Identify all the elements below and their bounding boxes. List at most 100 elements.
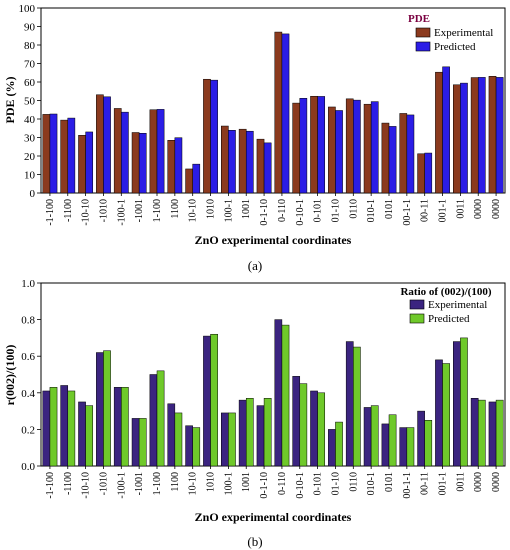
panel-label: (b) (247, 534, 262, 549)
x-tick-label: -100-1 (116, 472, 127, 499)
bar-experimental (149, 374, 158, 467)
x-tick-label: 0110 (348, 199, 359, 219)
bar-predicted (210, 333, 218, 467)
bar-experimental (292, 102, 301, 194)
bar-experimental (345, 98, 354, 194)
bar-predicted (460, 337, 468, 467)
bar-predicted (228, 412, 236, 467)
bar-experimental (328, 106, 336, 194)
legend-swatch-predicted (409, 313, 425, 324)
x-tick-label: 0-1-10 (259, 199, 270, 226)
bar-predicted (442, 363, 450, 467)
x-tick-label: 0-110 (277, 472, 288, 495)
bar-experimental (417, 153, 425, 194)
bar-experimental (60, 385, 69, 467)
bar-predicted (281, 324, 290, 467)
bar-predicted (388, 126, 397, 194)
x-tick-label: 0-10-1 (295, 199, 306, 226)
bar-predicted (495, 399, 504, 467)
x-tick-label: 0-10-1 (295, 472, 306, 499)
bar-predicted (460, 82, 468, 194)
x-tick-label: 0000 (473, 199, 484, 219)
bar-experimental (167, 403, 176, 467)
bar-experimental (381, 122, 390, 194)
x-tick-label: 001-1 (438, 472, 449, 495)
y-axis-label: r(002)/(100) (3, 345, 17, 406)
x-tick-group: -1-100 -1100 -10-10 -1010 -100-1 -1001 1-100 11… (45, 193, 502, 226)
bar-experimental (78, 401, 86, 467)
y-tick-label: 0.8 (21, 315, 35, 327)
bar-predicted (103, 96, 111, 194)
bar-predicted (156, 370, 165, 467)
legend-label-experimental: Experimental (428, 299, 487, 311)
bar-predicted (138, 418, 147, 467)
bar-experimental (435, 71, 443, 194)
legend-title: Ratio of (002)/(100) (400, 286, 491, 298)
x-tick-label: 0000 (491, 199, 502, 219)
bar-predicted (156, 109, 165, 194)
y-tick-group: 0.0 0.2 0.4 0.6 0.8 1.0 (21, 278, 41, 473)
x-tick-label: 1-100 (152, 472, 163, 495)
bar-predicted (477, 77, 486, 194)
x-tick-label: 01-10 (330, 199, 341, 222)
y-tick-label: 30 (24, 133, 36, 145)
bar-predicted (85, 131, 94, 194)
bar-experimental (238, 128, 247, 194)
bar-experimental (42, 390, 51, 467)
bar-experimental (363, 407, 372, 467)
y-tick-label: 0.6 (21, 351, 35, 363)
bar-experimental (488, 76, 497, 194)
bar-predicted (138, 133, 147, 194)
bar-predicted (353, 346, 361, 467)
bar-experimental (78, 135, 86, 194)
panel-label: (a) (248, 258, 262, 273)
bar-experimental (113, 387, 122, 467)
x-tick-label: 0-101 (313, 199, 324, 222)
x-tick-label: 1100 (170, 199, 181, 219)
y-tick-label: 80 (24, 40, 36, 52)
x-tick-label: -10-10 (81, 199, 92, 226)
bar-predicted (85, 405, 94, 467)
bar-predicted (67, 390, 76, 467)
bar-predicted (281, 33, 290, 194)
bar-experimental (310, 390, 318, 467)
y-tick-label: 40 (24, 114, 36, 126)
x-tick-label: 010-1 (366, 199, 377, 222)
bar-experimental (42, 114, 51, 194)
y-axis-label: PDE (%) (3, 77, 17, 124)
bar-predicted (406, 427, 415, 467)
bar-experimental (274, 319, 283, 467)
bar-predicted (49, 387, 58, 467)
y-tick-group: 0 10 20 30 40 50 60 70 80 90 100 (19, 3, 41, 200)
x-tick-label: -1100 (63, 199, 74, 222)
y-tick-label: 0 (30, 188, 36, 200)
bar-experimental (185, 168, 193, 194)
bar-predicted (121, 111, 129, 194)
y-tick-label: 50 (24, 96, 36, 108)
bar-experimental (131, 132, 140, 194)
legend-swatch-experimental (409, 299, 425, 310)
x-tick-label: 0-110 (277, 199, 288, 222)
x-tick-label: 0101 (384, 472, 395, 492)
bar-predicted (335, 421, 343, 467)
bar-experimental (417, 410, 425, 467)
chart-pde: 0 10 20 30 40 50 60 70 80 90 100 -1-100 -1100 -10-10… (3, 3, 506, 273)
bar-experimental (96, 94, 104, 194)
bar-experimental (221, 412, 229, 467)
bar-experimental (470, 398, 479, 467)
bar-predicted (67, 117, 76, 194)
bar-experimental (292, 376, 301, 467)
bar-predicted (263, 142, 272, 194)
bar-predicted (245, 130, 254, 194)
legend-label-predicted: Predicted (434, 41, 476, 53)
x-tick-label: -1010 (98, 472, 109, 495)
x-axis-label: ZnO experimental coordinates (195, 233, 352, 247)
plot-frame (40, 282, 506, 467)
x-tick-label: -1010 (98, 199, 109, 222)
bar-predicted (424, 420, 433, 467)
y-tick-label: 60 (24, 77, 36, 89)
x-tick-label: 001-1 (438, 199, 449, 222)
bar-experimental (453, 341, 461, 467)
x-tick-label: 00-1-1 (402, 472, 413, 499)
